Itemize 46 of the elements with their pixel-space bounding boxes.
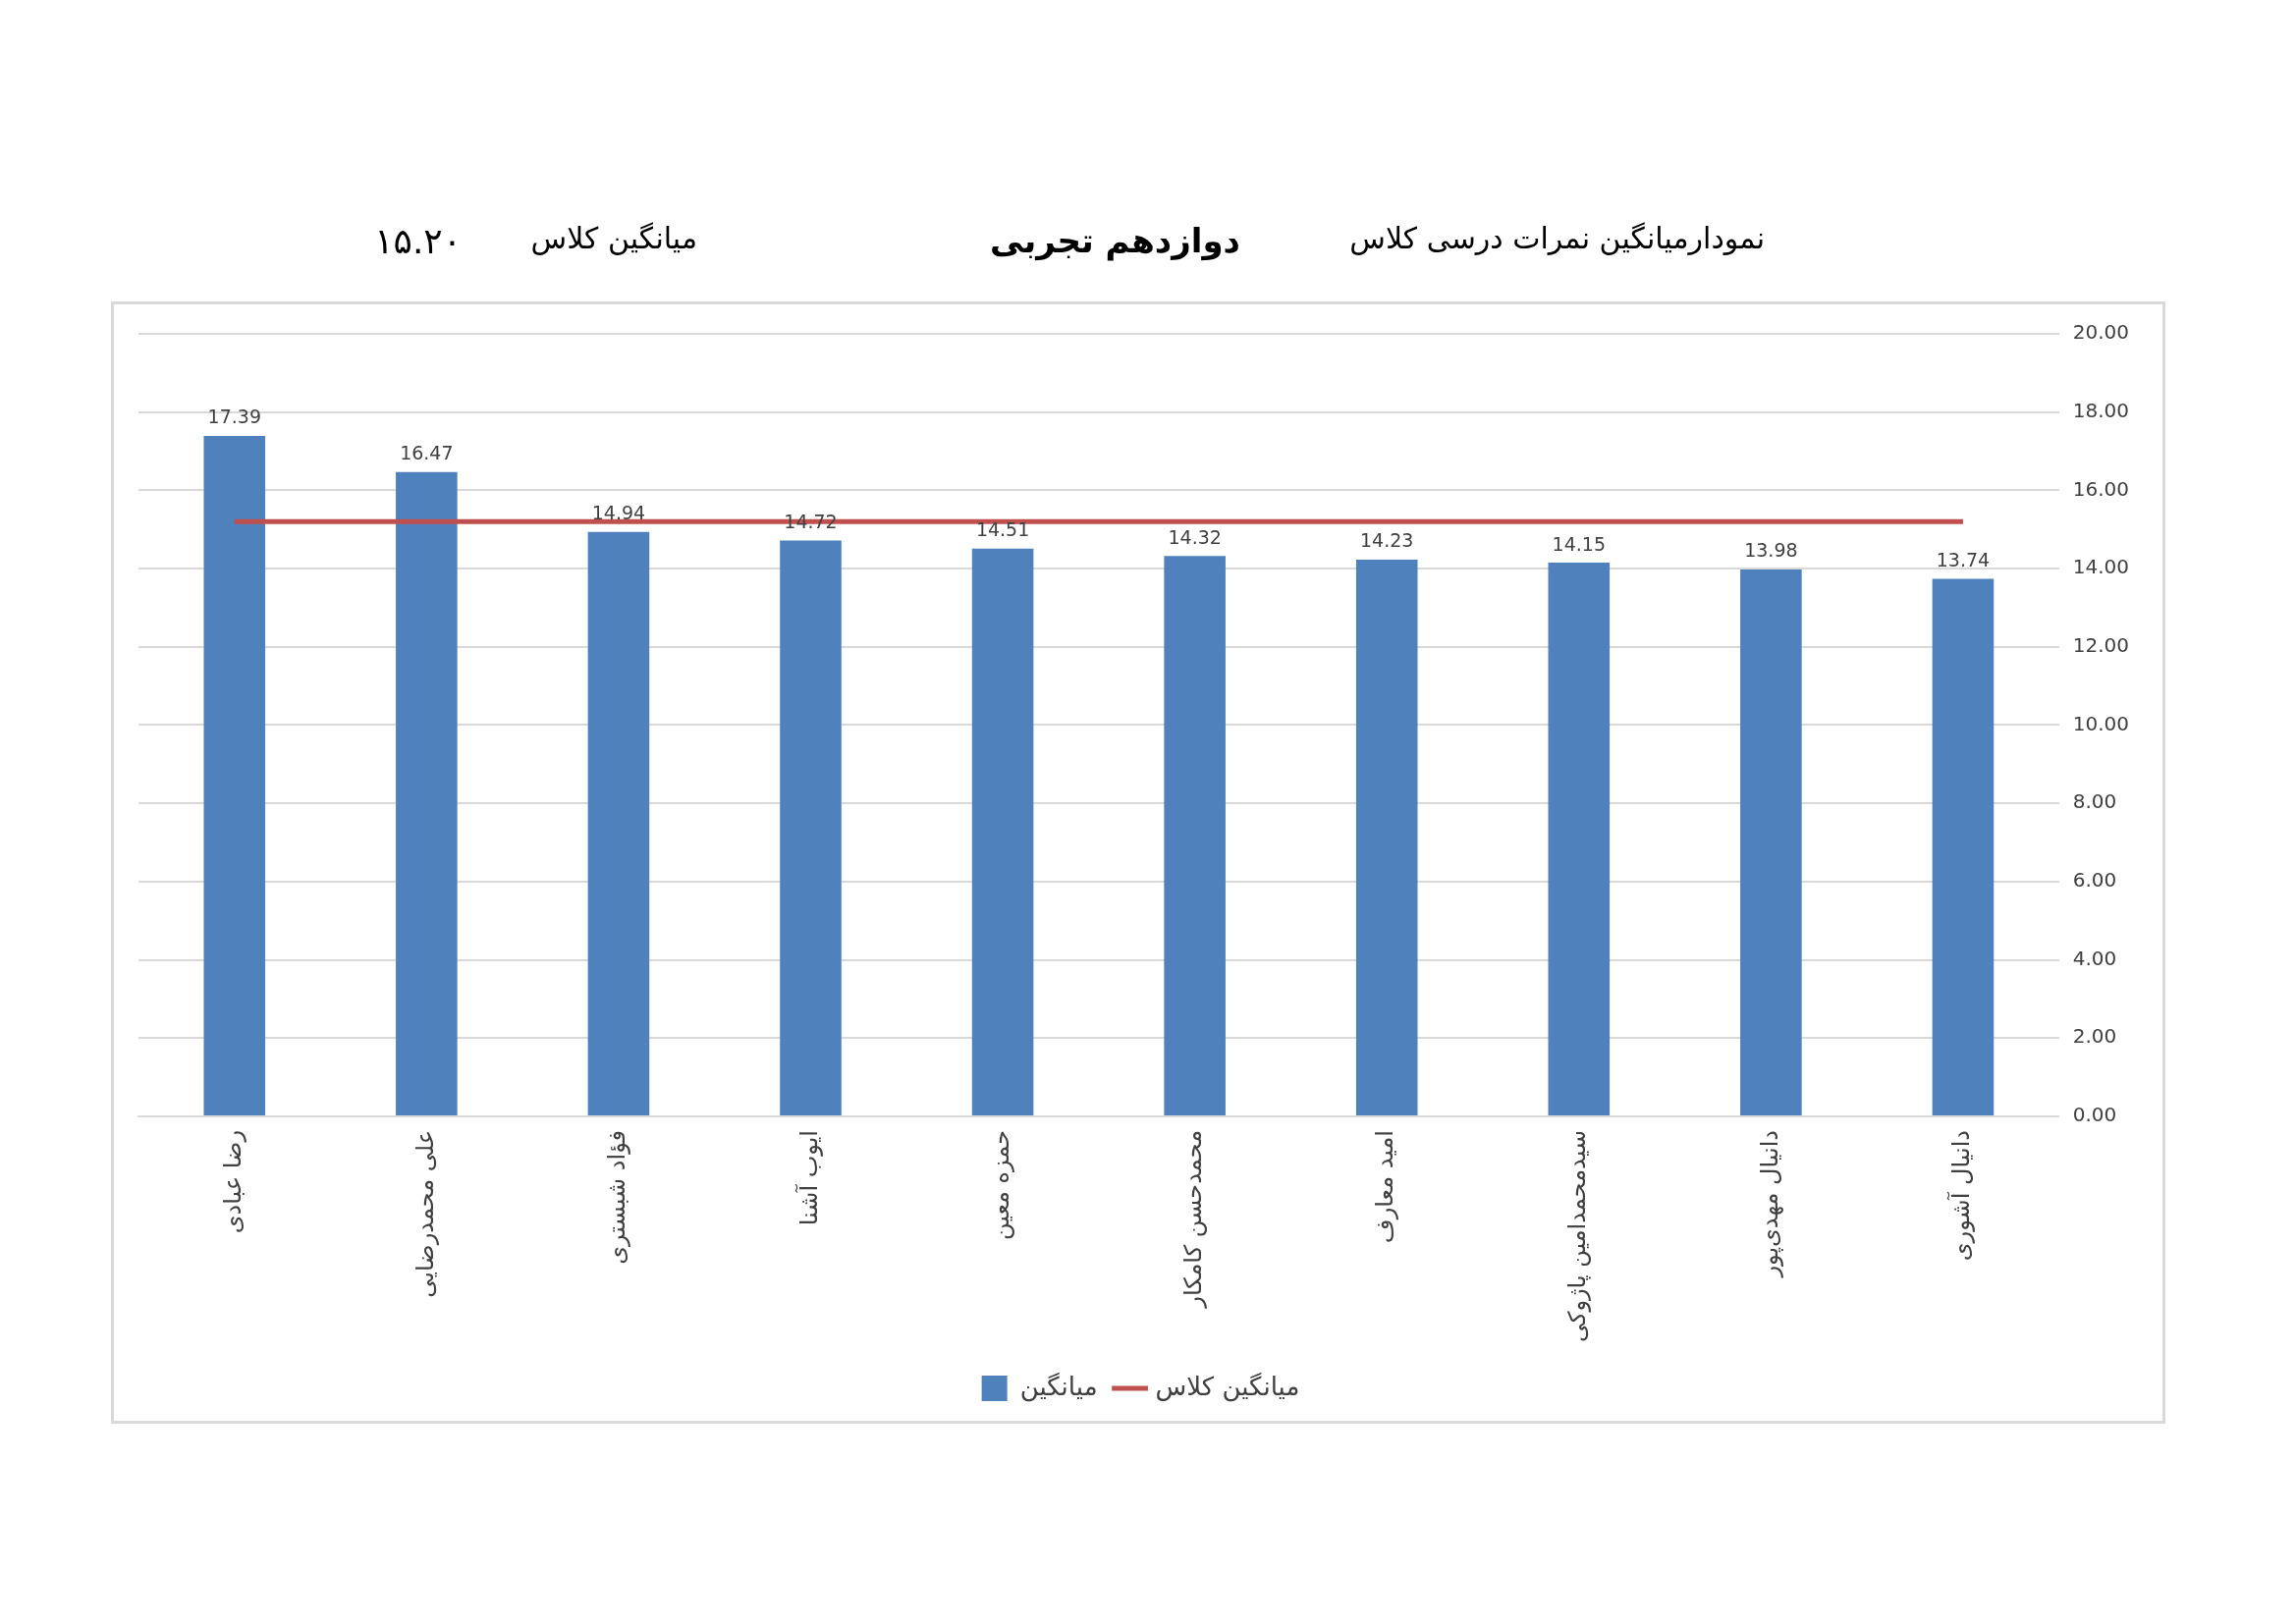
bar — [1355, 559, 1418, 1115]
y-tick-label: 20.00 — [2072, 320, 2130, 345]
data-label: 13.74 — [1936, 548, 1991, 570]
bar — [396, 471, 458, 1115]
bar — [587, 531, 650, 1115]
bar — [780, 540, 842, 1115]
bar — [203, 436, 266, 1115]
data-label: 14.94 — [591, 502, 646, 524]
y-tick-label: 18.00 — [2072, 398, 2130, 422]
data-label: 14.15 — [1552, 532, 1607, 555]
x-tick-label: دانیال مهدی‌پور — [1755, 1129, 1783, 1278]
bar — [1740, 568, 1802, 1115]
x-tick-label: امید معارف — [1371, 1129, 1399, 1244]
bar — [1548, 563, 1611, 1115]
y-tick-label: 8.00 — [2072, 789, 2117, 814]
x-tick-label: رضا عبادی — [219, 1129, 247, 1234]
data-label: 17.39 — [207, 406, 261, 428]
y-tick-label: 6.00 — [2072, 868, 2117, 893]
x-tick-label: حمزه معین — [987, 1129, 1015, 1241]
text: ۱۵.۲۰ — [374, 221, 462, 261]
data-label: 16.47 — [400, 442, 454, 464]
chart-title: نمودارمیانگین نمرات درسی کلاس — [1349, 221, 1765, 255]
y-tick-label: 10.00 — [2072, 711, 2130, 735]
text: میانگین کلاس — [530, 221, 697, 255]
x-tick-label: ایوب آشنا — [793, 1129, 823, 1226]
bar — [1164, 556, 1226, 1115]
data-label: 14.32 — [1168, 525, 1222, 548]
data-label: 14.23 — [1360, 529, 1414, 552]
x-tick-label: محمدحسن کامکار — [1178, 1129, 1207, 1309]
bar — [971, 548, 1034, 1115]
data-label: 14.51 — [975, 518, 1030, 541]
legend-label: میانگین — [1019, 1371, 1098, 1402]
y-tick-label: 12.00 — [2072, 632, 2130, 657]
y-tick-label: 16.00 — [2072, 476, 2130, 501]
y-tick-label: 4.00 — [2072, 946, 2117, 970]
chart-subtitle: دوازدهم تجربی — [990, 221, 1240, 260]
data-label: 13.98 — [1744, 539, 1798, 562]
y-tick-label: 14.00 — [2072, 555, 2130, 579]
x-tick-label: سیدمحمدامین پاژوکی — [1563, 1129, 1592, 1343]
x-tick-label: فؤاد شبستری — [603, 1129, 631, 1265]
y-tick-label: 2.00 — [2072, 1024, 2117, 1049]
x-tick-label: دانیال آشوری — [1946, 1129, 1976, 1262]
y-tick-label: 0.00 — [2072, 1103, 2117, 1127]
x-tick-label: علی محمدرضایی — [410, 1129, 439, 1298]
bar — [1932, 578, 1995, 1115]
legend-label: میانگین کلاس — [1155, 1371, 1300, 1402]
